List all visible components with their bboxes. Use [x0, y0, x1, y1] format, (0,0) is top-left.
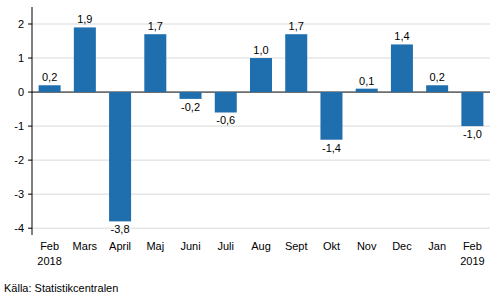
y-tick — [28, 160, 32, 161]
source: Källa: Statistikcentralen — [4, 282, 118, 294]
bar — [215, 92, 237, 112]
x-tick-label: Maj — [146, 240, 164, 252]
y-tick — [28, 228, 32, 229]
x-tick-label: Sept — [285, 240, 308, 252]
x-tick-label-line: Feb — [463, 240, 482, 252]
y-tick-label: 1 — [18, 52, 24, 64]
data-label: 1,9 — [77, 13, 92, 25]
y-tick — [28, 58, 32, 59]
grid-line — [32, 126, 490, 127]
y-axis — [32, 7, 33, 235]
x-tick-label: Mars — [73, 240, 98, 252]
x-tick-label-line: Sept — [285, 240, 308, 252]
grid-line — [32, 228, 490, 229]
bar — [250, 58, 272, 92]
x-tick-label: April — [109, 240, 131, 252]
bar — [285, 34, 307, 92]
grid-line — [32, 160, 490, 161]
bar — [461, 92, 483, 126]
bar — [144, 34, 166, 92]
x-tick-label-line: Aug — [251, 240, 271, 252]
y-tick-label: -2 — [14, 154, 24, 166]
x-tick-label-line: Mars — [73, 240, 98, 252]
data-label: -3,8 — [111, 223, 130, 235]
x-tick-label: Feb 2019 — [460, 240, 484, 267]
grid-line — [32, 194, 490, 195]
y-tick — [28, 126, 32, 127]
y-tick-label: -3 — [14, 188, 24, 200]
x-tick-label-line: Feb — [40, 240, 59, 252]
chart-container: -4 -3 -2 -1 0 1 2 0,2 1,9 -3,8 1,7 -0,2 -0,6 1,0 1,7 -1… — [0, 0, 493, 304]
bar — [74, 27, 96, 92]
y-tick — [28, 24, 32, 25]
data-label: 1,0 — [253, 44, 268, 56]
x-tick-label: Aug — [251, 240, 271, 252]
y-tick-label: 2 — [18, 18, 24, 30]
x-tick-label: Juli — [218, 240, 235, 252]
bar — [180, 92, 202, 99]
bar — [356, 89, 378, 92]
y-tick-label: -4 — [14, 222, 24, 234]
x-tick-label-line: April — [109, 240, 131, 252]
data-label: 1,7 — [148, 20, 163, 32]
y-tick — [28, 92, 32, 93]
bar — [320, 92, 342, 140]
data-label: 0,2 — [430, 71, 445, 83]
x-tick-label-line: Jan — [428, 240, 446, 252]
x-tick-label-line: Maj — [146, 240, 164, 252]
y-tick — [28, 194, 32, 195]
data-label: 0,1 — [359, 75, 374, 87]
x-tick-label-line: 2018 — [37, 255, 61, 267]
data-label: 0,2 — [42, 71, 57, 83]
data-label: -1,0 — [463, 128, 482, 140]
data-label: 1,7 — [289, 20, 304, 32]
bar — [426, 85, 448, 92]
data-label: -0,6 — [216, 114, 235, 126]
data-label: 1,4 — [394, 30, 409, 42]
x-tick-label: Okt — [323, 240, 340, 252]
x-tick-label: Nov — [357, 240, 377, 252]
bar — [391, 44, 413, 92]
x-tick-label-line: Juli — [218, 240, 235, 252]
chart-svg: -4 -3 -2 -1 0 1 2 0,2 1,9 -3,8 1,7 -0,2 -0,6 1,0 1,7 -1… — [0, 0, 493, 304]
x-tick-label-line: Nov — [357, 240, 377, 252]
data-label: -0,2 — [181, 101, 200, 113]
x-tick-label-line: Okt — [323, 240, 340, 252]
y-tick-label: -1 — [14, 120, 24, 132]
bar — [39, 85, 61, 92]
y-tick-label: 0 — [18, 86, 24, 98]
data-label: -1,4 — [322, 142, 341, 154]
bar — [109, 92, 131, 221]
x-tick-label: Juni — [180, 240, 200, 252]
grid-line — [32, 24, 490, 25]
x-tick-label: Feb 2018 — [37, 240, 61, 267]
x-tick-label-line: Dec — [392, 240, 412, 252]
bars — [39, 27, 484, 221]
x-tick-label: Dec — [392, 240, 412, 252]
x-tick-label-line: Juni — [180, 240, 200, 252]
x-tick-label-line: 2019 — [460, 255, 484, 267]
x-tick-label: Jan — [428, 240, 446, 252]
